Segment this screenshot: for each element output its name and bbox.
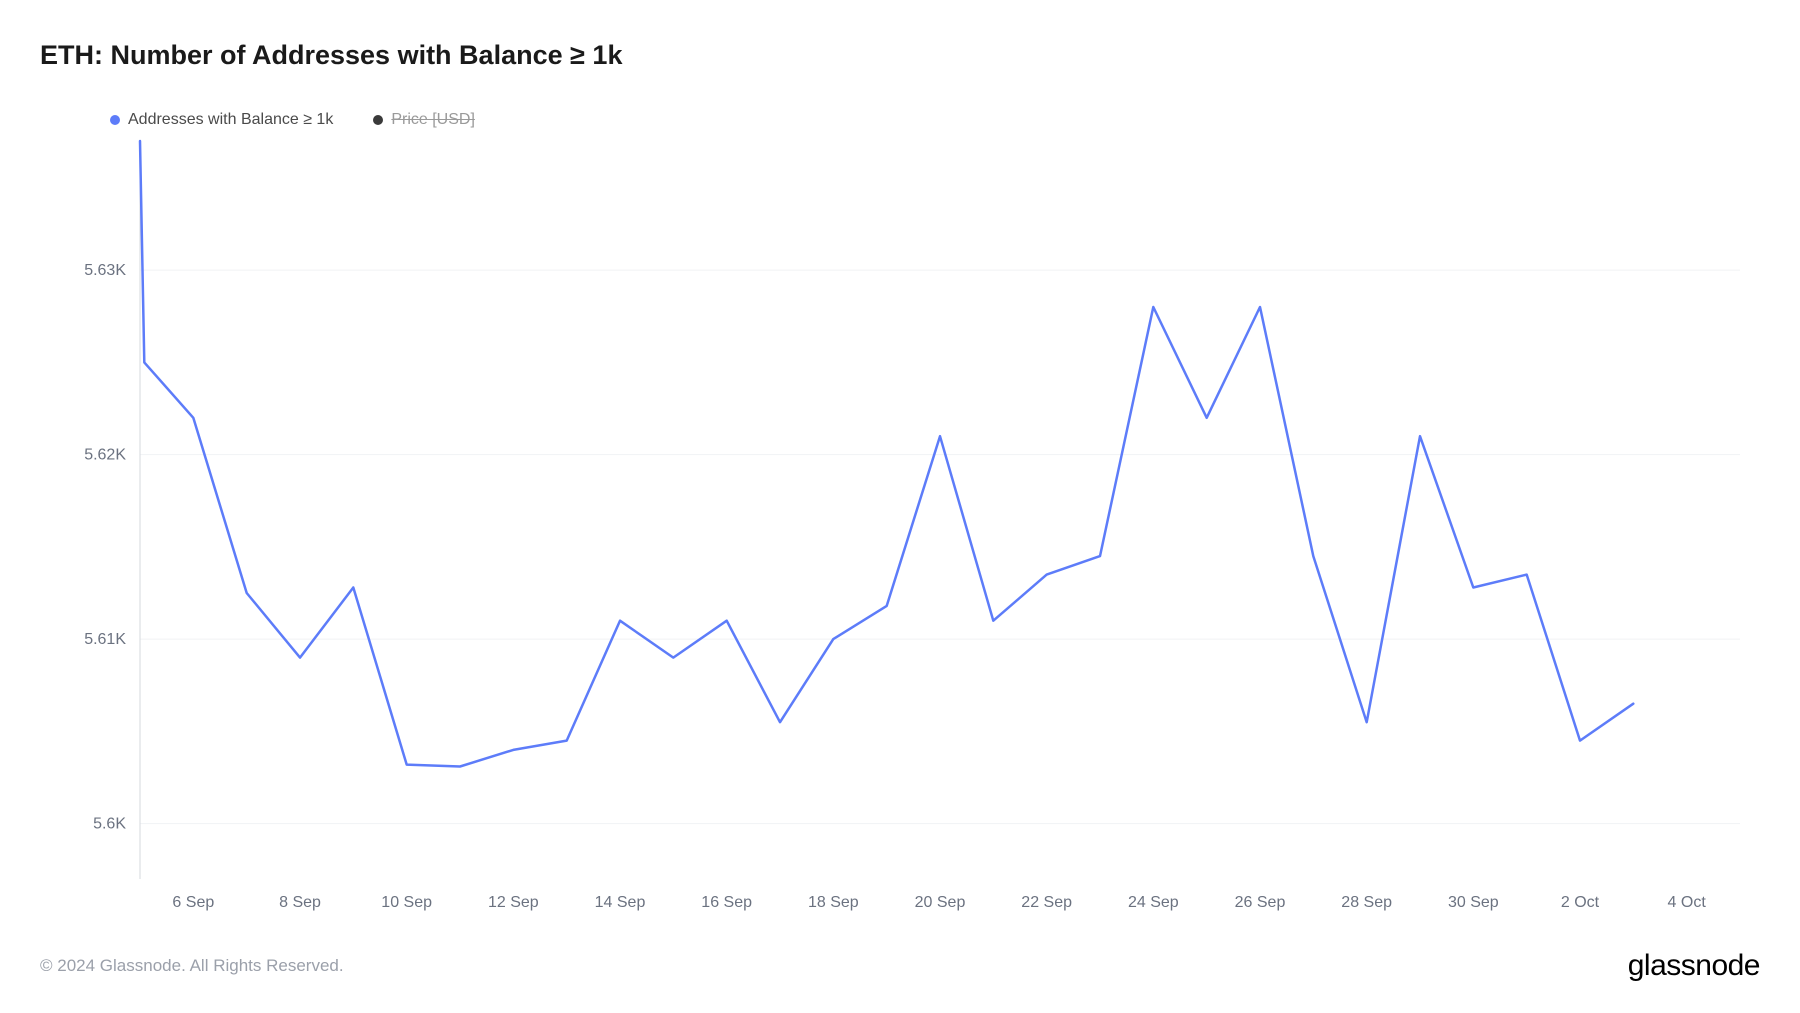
legend-label-series1: Addresses with Balance ≥ 1k [128,111,333,129]
svg-text:5.6K: 5.6K [93,816,126,833]
line-chart: 5.6K 5.61K 5.62K 5.63K 6 Sep 8 Sep 10 Sep 12 Se… [40,111,1760,929]
legend-label-series2: Price [USD] [391,111,475,129]
svg-text:24 Sep: 24 Sep [1128,894,1179,911]
svg-text:2 Oct: 2 Oct [1561,894,1600,911]
svg-text:12 Sep: 12 Sep [488,894,539,911]
legend-item-series1[interactable]: Addresses with Balance ≥ 1k [110,111,333,129]
svg-text:6 Sep: 6 Sep [172,894,214,911]
legend: Addresses with Balance ≥ 1k Price [USD] [110,111,475,129]
svg-text:22 Sep: 22 Sep [1021,894,1072,911]
svg-text:8 Sep: 8 Sep [279,894,321,911]
svg-text:10 Sep: 10 Sep [381,894,432,911]
svg-text:16 Sep: 16 Sep [701,894,752,911]
svg-text:4 Oct: 4 Oct [1668,894,1707,911]
svg-text:26 Sep: 26 Sep [1235,894,1286,911]
svg-text:30 Sep: 30 Sep [1448,894,1499,911]
legend-dot-icon [373,115,383,125]
footer: © 2024 Glassnode. All Rights Reserved. g… [40,929,1760,983]
svg-text:5.62K: 5.62K [84,447,126,464]
svg-text:20 Sep: 20 Sep [915,894,966,911]
legend-item-series2[interactable]: Price [USD] [373,111,475,129]
svg-text:5.61K: 5.61K [84,631,126,648]
svg-text:28 Sep: 28 Sep [1341,894,1392,911]
copyright-text: © 2024 Glassnode. All Rights Reserved. [40,956,344,976]
chart-area: Addresses with Balance ≥ 1k Price [USD] … [40,111,1760,929]
brand-logo: glassnode [1628,949,1760,983]
chart-title: ETH: Number of Addresses with Balance ≥ … [40,40,1760,71]
legend-dot-icon [110,115,120,125]
series-line [140,141,1633,767]
svg-text:5.63K: 5.63K [84,262,126,279]
svg-text:18 Sep: 18 Sep [808,894,859,911]
svg-text:14 Sep: 14 Sep [595,894,646,911]
